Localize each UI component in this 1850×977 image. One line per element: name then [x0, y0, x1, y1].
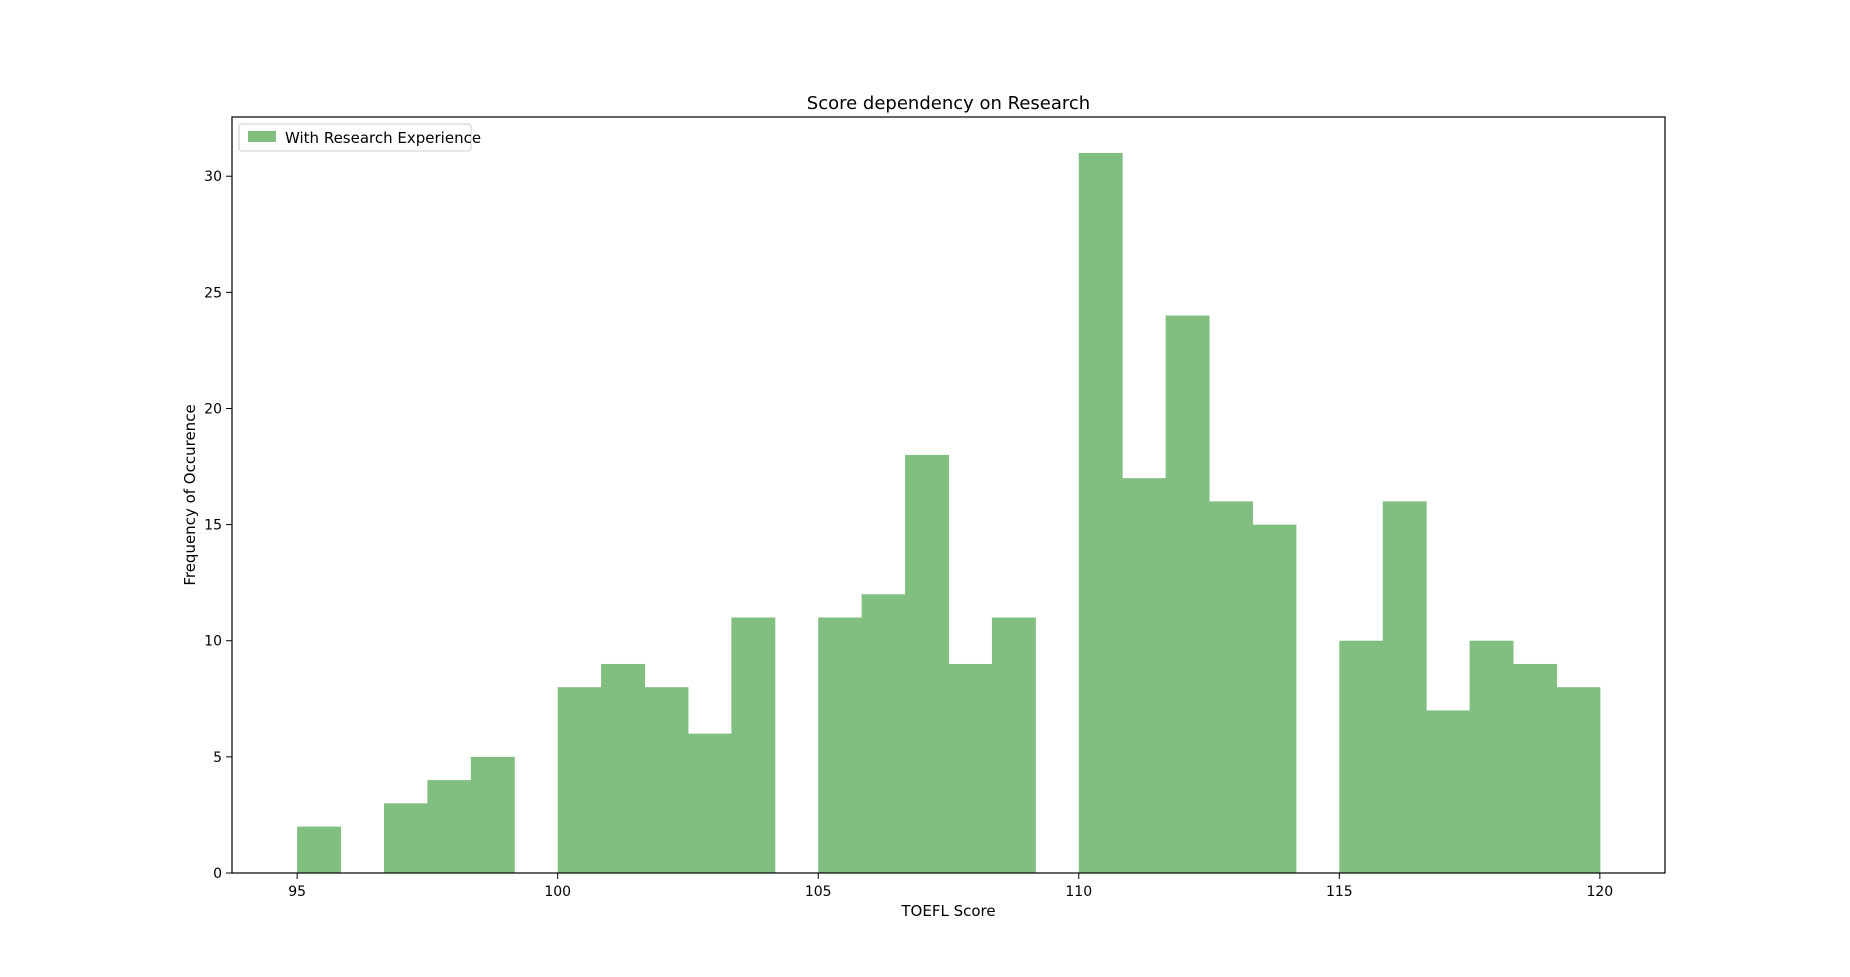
y-tick-label: 0 — [213, 866, 222, 882]
histogram-bar — [383, 803, 428, 873]
histogram-bar — [731, 617, 776, 873]
histogram-bar — [1426, 710, 1471, 873]
histogram-bar — [470, 756, 515, 873]
y-tick-label: 20 — [204, 401, 222, 417]
y-axis-ticks: 0 5 10 15 20 25 30 — [204, 169, 232, 882]
y-tick-label: 25 — [204, 285, 222, 301]
histogram-bar — [905, 454, 949, 873]
y-tick-label: 10 — [204, 634, 222, 650]
y-tick-label: 5 — [213, 750, 222, 766]
plot-frame — [231, 116, 1666, 874]
histogram-bar — [1339, 640, 1384, 873]
bars-layer — [297, 153, 1601, 873]
x-tick-label: 115 — [1326, 884, 1353, 900]
histogram-bar — [1513, 663, 1557, 873]
histogram-bar — [991, 617, 1036, 873]
histogram-bar — [687, 733, 732, 873]
x-tick-label: 110 — [1065, 884, 1092, 900]
histogram-bar — [948, 663, 993, 873]
legend-box — [238, 123, 472, 152]
y-tick-label: 30 — [204, 169, 222, 185]
histogram-bar — [427, 780, 472, 873]
legend-swatch — [248, 131, 276, 142]
x-axis-ticks: 95 100 105 110 115 120 — [288, 873, 1613, 900]
y-tick-label: 15 — [204, 518, 222, 534]
histogram-bar — [1078, 153, 1123, 873]
x-tick-label: 95 — [288, 884, 306, 900]
x-axis-label: TOEFL Score — [900, 902, 995, 920]
histogram-bar — [1252, 524, 1297, 873]
y-axis-label: Frequency of Occurence — [181, 404, 199, 585]
histogram-bar — [1382, 501, 1427, 873]
histogram-bar — [644, 687, 689, 873]
histogram-bar — [1209, 501, 1253, 873]
histogram-bar — [601, 663, 646, 873]
x-tick-label: 120 — [1586, 884, 1613, 900]
histogram-bar — [297, 826, 342, 873]
histogram-bar — [1469, 640, 1514, 873]
legend-label: With Research Experience — [285, 129, 481, 147]
x-tick-label: 100 — [544, 884, 571, 900]
legend: With Research Experience — [238, 123, 481, 152]
histogram-bar — [557, 687, 602, 873]
histogram-bar — [1165, 315, 1210, 873]
x-tick-label: 105 — [805, 884, 832, 900]
chart-title: Score dependency on Research — [807, 93, 1090, 114]
histogram-bar — [1122, 478, 1167, 873]
histogram-bar — [818, 617, 863, 873]
histogram-bar — [1556, 687, 1601, 873]
histogram-bar — [861, 594, 906, 873]
